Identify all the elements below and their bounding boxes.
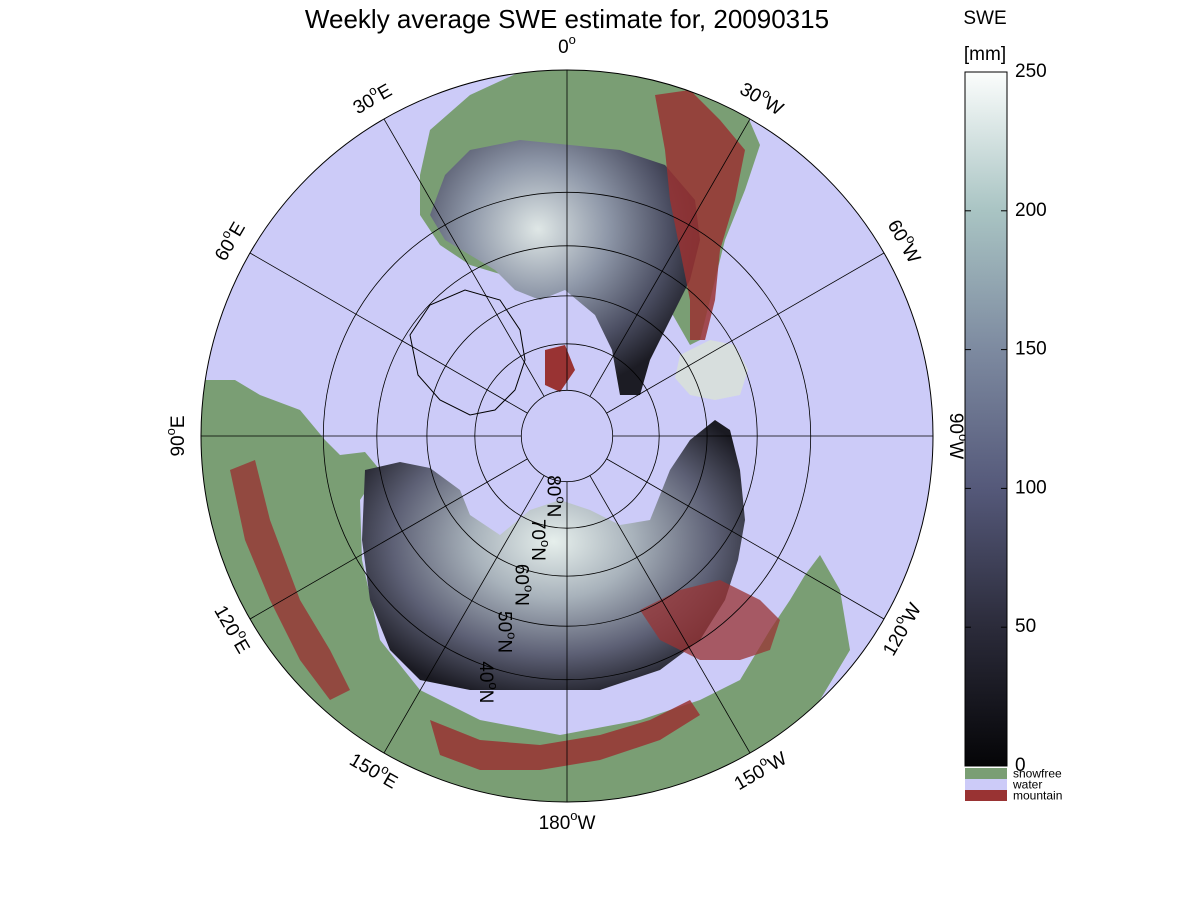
mountains-rockies: [655, 90, 745, 340]
graticule: [201, 70, 933, 802]
colorbar-tick-label: 200: [1015, 200, 1047, 221]
category-swatch-water: [965, 779, 1007, 790]
colorbar-unit: [mm]: [964, 44, 1006, 65]
latitude-label: 80oN: [543, 475, 569, 517]
mountains-eurasia: [430, 700, 700, 770]
longitude-label: 90oW: [945, 413, 971, 459]
map-title: Weekly average SWE estimate for, 2009031…: [305, 4, 829, 34]
mountains-east-asia: [640, 580, 780, 660]
eurasia-snowfree: [201, 380, 850, 802]
north-america-snowpack: [430, 140, 700, 395]
latitude-label: 40oN: [475, 661, 501, 703]
meridian-line: [606, 252, 885, 414]
greenland-outline: [409, 289, 526, 416]
polar-map: 90oW120oW150oW180oW150oE120oE90oE60oE30o…: [163, 32, 970, 834]
colorbar-tick-label: 50: [1015, 616, 1036, 637]
longitude-label: 90oE: [163, 415, 189, 456]
category-label-water: water: [1012, 778, 1042, 792]
colorbar-gradient: [964, 71, 1008, 767]
ellesmere-mountains: [545, 345, 575, 392]
meridian-line: [606, 458, 885, 620]
colorbar-title: SWE: [963, 8, 1006, 29]
category-swatch-mountain: [965, 790, 1007, 801]
longitude-label: 60oW: [883, 214, 928, 267]
colorbar-tick-label: 150: [1015, 339, 1047, 360]
meridian-line: [589, 118, 751, 397]
category-label-mountain: mountain: [1013, 789, 1062, 803]
category-swatch-snowfree: [965, 768, 1007, 779]
map-border: [200, 69, 934, 803]
category-label-snowfree: snowfree: [1013, 767, 1062, 781]
mountains-europe: [230, 460, 350, 700]
latitude-label: 50oN: [493, 611, 519, 653]
longitude-label: 60oE: [207, 216, 250, 264]
colorbar-tick-label: 100: [1015, 477, 1047, 498]
latitude-label: 70oN: [527, 519, 553, 561]
longitude-label: 30oW: [736, 75, 789, 120]
land-layer: [201, 70, 850, 802]
alaska-snowpack: [675, 340, 748, 400]
colorbar-tick-label: 250: [1015, 61, 1047, 82]
meridian-line: [249, 458, 528, 620]
latitude-label: 60oN: [510, 564, 536, 606]
colorbar-tick-label: 0: [1015, 755, 1026, 776]
colorbar-ticks: 0 50 100 150 200 250: [965, 61, 1047, 776]
colorbar: SWE [mm] 0 50 100 150 200 250 snowfreewatermo…: [963, 8, 1062, 803]
longitude-label: 180oW: [539, 808, 596, 834]
meridian-line: [383, 118, 545, 397]
meridian-line: [249, 252, 528, 414]
longitude-label: 0o: [558, 32, 576, 58]
meridian-line: [589, 475, 751, 754]
longitude-label: 30oE: [347, 76, 395, 119]
meridian-line: [383, 475, 545, 754]
latitude-circle: [520, 389, 614, 483]
